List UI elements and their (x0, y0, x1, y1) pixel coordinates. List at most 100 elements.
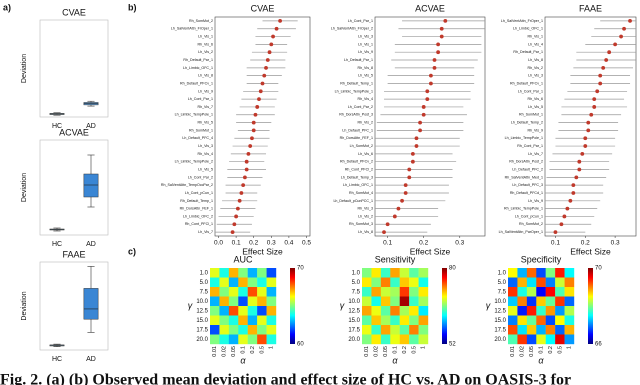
heat-cell (247, 334, 258, 345)
heat-cell (238, 325, 248, 335)
x-tick-label: 0.5 (411, 346, 417, 354)
x-tick-label: 0.2 (402, 346, 408, 354)
heat-cell (266, 315, 277, 326)
heat-cell (247, 287, 258, 297)
row-label: Lh_Default_PFC_2 (512, 167, 543, 171)
heat-cell (517, 268, 528, 278)
effect-point (403, 183, 408, 188)
panel-label: b) (128, 2, 137, 12)
heat-cell (257, 268, 267, 278)
heat-cell (517, 325, 528, 335)
heat-cell (545, 277, 556, 288)
effect-point (392, 214, 397, 219)
row-label: Lh_SalVentAttn_FrOper_1 (171, 27, 213, 31)
x-tick-label: HC (52, 356, 62, 363)
row-label: Rh_Vis_9 (527, 128, 543, 132)
row-label: Rh_Default_Par_1 (513, 50, 543, 54)
effect-point (251, 120, 256, 125)
effect-point (271, 34, 275, 39)
x-tick-label: 1 (567, 346, 573, 349)
heat-cell (555, 277, 565, 288)
plot-title: CVAE (251, 3, 275, 13)
panel-label: a) (3, 2, 11, 12)
y-tick-label: 17.5 (196, 327, 208, 333)
row-label: Lh_Limbic_OFC_1 (513, 27, 543, 31)
heat-cell (526, 268, 537, 278)
plot-title: ACVAE (59, 127, 89, 137)
x-tick-label: 0.1 (392, 346, 398, 354)
row-label: Rh_SomMot_2 (189, 19, 213, 23)
heat-cell (508, 268, 518, 278)
row-label: Lh_Vis_8 (358, 230, 373, 234)
heat-cell (508, 296, 518, 307)
heat-cell (219, 306, 230, 316)
x-tick-label: 0.1 (383, 240, 392, 247)
row-label: Lh_Vis_8 (528, 58, 543, 62)
heat-cell (545, 306, 556, 316)
effect-point (260, 81, 265, 86)
heat-cell (257, 277, 267, 288)
heat-cell (228, 296, 239, 307)
heat-cell (371, 268, 382, 278)
x-tick-label: 0.05 (231, 346, 237, 357)
row-label: Lh_SalVentAttn_FrOper_2 (331, 27, 373, 31)
heat-cell (266, 277, 277, 288)
heat-cell (409, 325, 419, 335)
row-label: Lh_Default_Temp_2 (511, 121, 543, 125)
effect-point (429, 81, 433, 86)
heat-cell (210, 277, 220, 288)
y-axis-label: γ (486, 300, 491, 310)
effect-point (432, 65, 437, 70)
row-label: Lh_Limbic_TempPole_1 (175, 113, 213, 117)
heat-cell (517, 306, 528, 316)
heat-cell (555, 315, 565, 326)
plot-title: CVAE (62, 7, 86, 17)
heat-cell (526, 315, 537, 326)
heat-cell (409, 306, 419, 316)
y-tick-label: 12.5 (196, 308, 208, 314)
row-label: Rh_SomMot_3 (349, 222, 373, 226)
row-label: Lh_Default_Par_1 (344, 58, 373, 62)
row-label: Rh_Vis_6 (197, 42, 213, 46)
colorbar-label: 66 (595, 342, 602, 348)
y-axis-label: Deviation (21, 291, 28, 320)
forest-rows (545, 19, 636, 234)
effect-point (622, 26, 626, 31)
heat-cell (508, 315, 518, 326)
heat-cell (390, 268, 400, 278)
heat-cell (536, 296, 546, 307)
effect-point (400, 198, 404, 203)
heat-cell (545, 268, 556, 278)
heat-cell (238, 306, 248, 316)
effect-point (601, 65, 606, 70)
heat-cell (247, 277, 258, 288)
effect-point (628, 19, 632, 23)
heat-cell (371, 287, 382, 297)
heat-cell (228, 287, 239, 297)
effect-point (264, 65, 268, 70)
heat-cell (238, 334, 248, 345)
effect-point (432, 58, 437, 62)
row-label: Lh_Vis_8 (198, 74, 213, 78)
effect-point (243, 175, 247, 180)
effect-point (568, 198, 573, 203)
effect-point (235, 206, 240, 211)
heat-cell (362, 315, 372, 326)
heat-cell (219, 315, 230, 326)
heat-cell (536, 277, 546, 288)
heat-cell (362, 287, 372, 297)
x-tick-label: 0.1 (240, 346, 246, 354)
row-label: Lh_Vis_5 (198, 167, 213, 171)
heat-cell (228, 315, 239, 326)
row-label: Lh_Vis_3 (528, 74, 543, 78)
row-label: Rh_Vis_4 (357, 97, 373, 101)
effect-point (619, 34, 623, 39)
effect-point (262, 73, 267, 78)
x-tick-label: 0.5 (557, 346, 563, 354)
x-tick-label: AD (86, 123, 96, 130)
row-label: Lh_Cont_Par_1 (348, 19, 373, 23)
row-label: Rh_DorsAttn_FEF_1 (180, 207, 213, 211)
row-label: Rh_SomMot_1 (189, 128, 213, 132)
heat-cell (390, 306, 400, 316)
